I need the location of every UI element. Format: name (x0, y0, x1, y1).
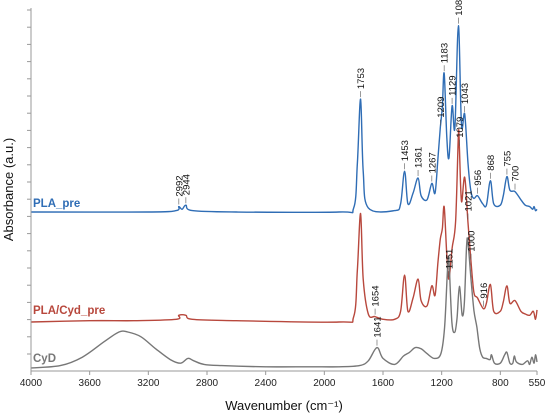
peak-label-text: 1079 (455, 117, 466, 138)
x-axis-ticks: 4000 3600 3200 2800 2400 2000 1600 1200 800 550 (20, 371, 546, 389)
peak-label: 868 (486, 155, 497, 179)
peak-label-text: 2944 (181, 174, 192, 195)
series-line-2 (30, 237, 538, 369)
series-label: CyD (33, 353, 56, 365)
peak-label-text: 1043 (460, 83, 471, 104)
series-line-0 (30, 24, 538, 214)
peak-label-text: 1753 (356, 68, 367, 89)
peak-label-text: 1641 (373, 316, 384, 337)
x-tick-label: 2400 (255, 378, 278, 389)
x-tick-label: 2800 (196, 378, 219, 389)
series-label: PLA_pre (33, 198, 80, 210)
peak-label-text: 1151 (444, 249, 455, 269)
x-tick-label: 3200 (137, 378, 160, 389)
x-tick-label: 4000 (20, 378, 43, 389)
peak-label: 916 (479, 283, 490, 307)
peak-label: 755 (502, 151, 513, 175)
peak-label-text: 1209 (436, 97, 447, 118)
x-tick-label: 1600 (372, 378, 395, 389)
peak-label-text: 2992 (174, 175, 185, 196)
peak-label-text: 1129 (448, 75, 459, 95)
peak-label: 1086 (454, 0, 465, 24)
x-tick-label: 2000 (313, 378, 336, 389)
peak-label: 956 (473, 170, 484, 194)
peak-label: 1641 (373, 316, 384, 346)
peak-label-text: 1267 (427, 152, 438, 173)
peak-label-text: 1086 (454, 0, 465, 16)
peak-label-text: 755 (502, 151, 513, 167)
series-line-1 (30, 129, 538, 323)
y-axis-title: Absorbance (a.u.) (1, 138, 16, 241)
peak-label: 1753 (356, 68, 367, 98)
peak-label: 1267 (427, 152, 438, 182)
peak-label: 1361 (414, 147, 425, 176)
x-axis-title: Wavenumber (cm⁻¹) (225, 398, 343, 413)
peak-label: 1151 (444, 249, 455, 278)
x-tick-label: 1200 (431, 378, 454, 389)
peak-label: 2944 (181, 174, 192, 204)
peak-label-text: 1183 (440, 43, 451, 63)
axes-layer: 4000 3600 3200 2800 2400 2000 1600 1200 800 550 (20, 8, 546, 389)
peak-label: 1129 (448, 75, 459, 104)
x-tick-label: 800 (492, 378, 509, 389)
peak-label-text: 868 (486, 155, 497, 171)
series-label: PLA/Cyd_pre (33, 305, 105, 317)
peak-label: 1453 (400, 140, 411, 170)
peak-label-text: 1361 (414, 147, 425, 168)
y-axis-ticks (27, 9, 31, 355)
x-tick-label: 550 (529, 378, 546, 389)
peak-label: 1021 (463, 190, 474, 220)
peak-label: 1183 (440, 43, 451, 72)
peak-label: 700 (511, 166, 522, 190)
peak-label: 1000 (467, 231, 478, 260)
peak-label-text: 956 (473, 170, 484, 186)
peak-label-text: 1453 (400, 140, 411, 161)
peak-label: 2992 (174, 175, 185, 205)
peak-label-text: 700 (511, 166, 522, 182)
peak-label-text: 1654 (371, 285, 382, 306)
peak-label: 1654 (371, 285, 382, 315)
peak-label: 1079 (455, 117, 466, 146)
peak-label-text: 1000 (467, 231, 478, 252)
series-layer: PLA_pre PLA/Cyd_pre CyD (30, 24, 538, 369)
peak-label: 1043 (460, 83, 471, 113)
peak-label-text: 916 (479, 283, 490, 299)
x-tick-label: 3600 (79, 378, 102, 389)
peak-label-text: 1021 (463, 190, 474, 211)
peak-label: 1209 (436, 97, 447, 126)
